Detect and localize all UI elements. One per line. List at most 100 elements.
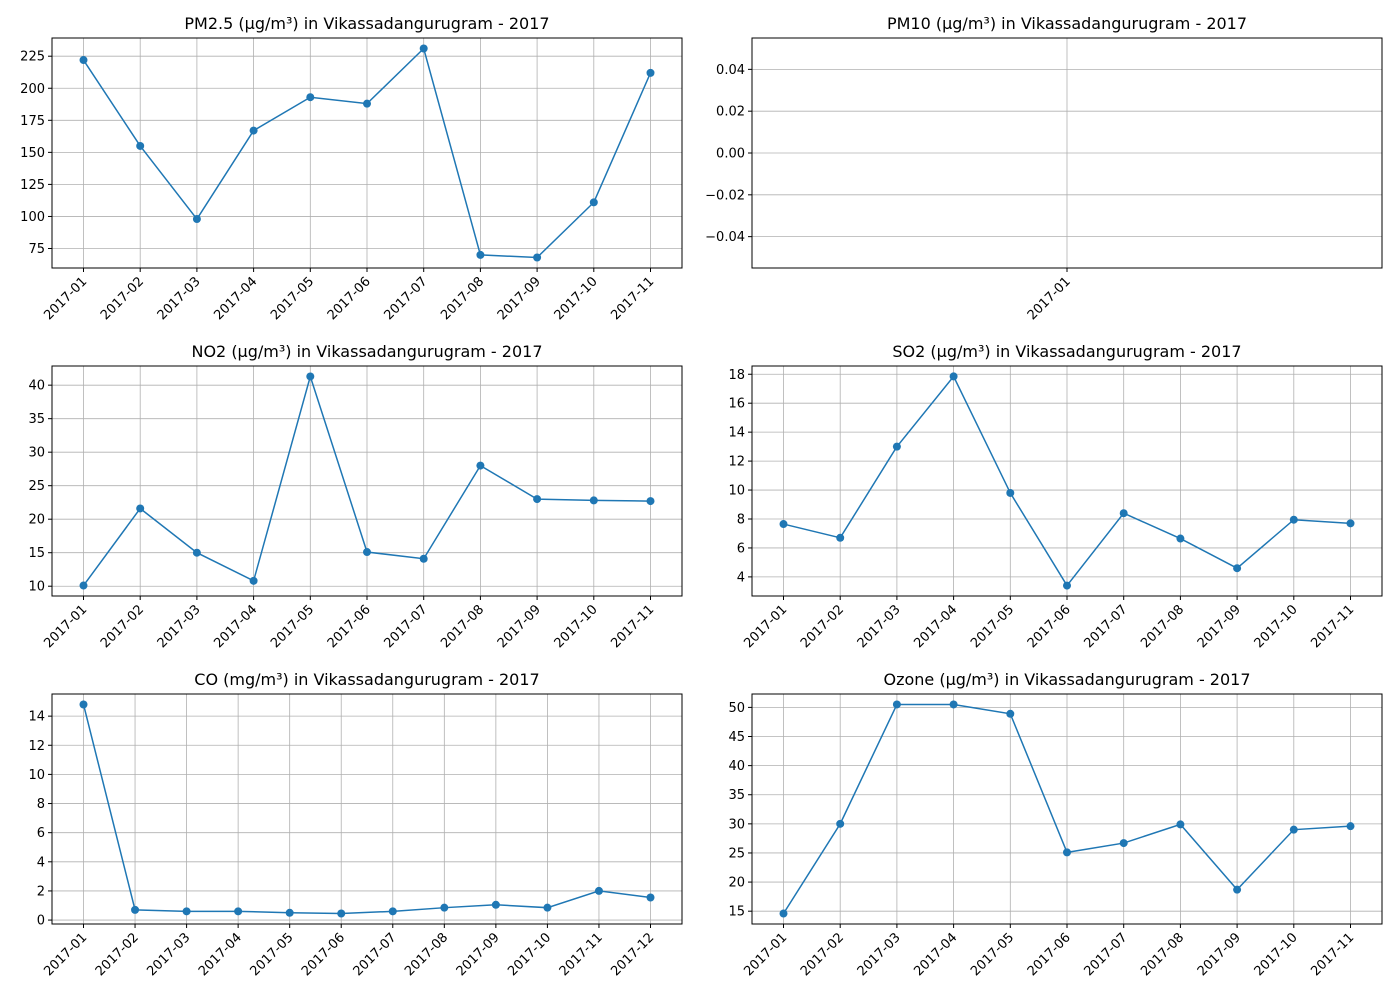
data-point: [1006, 709, 1015, 718]
data-point: [182, 907, 191, 916]
y-tick-label: 6: [37, 826, 45, 841]
y-tick-label: 8: [737, 512, 745, 527]
data-point: [1233, 885, 1242, 894]
data-point: [388, 907, 397, 916]
y-tick-label: 4: [37, 855, 45, 870]
data-point: [79, 56, 88, 65]
x-tick-label: 2017-10: [505, 930, 554, 979]
data-point: [949, 700, 958, 709]
x-tick-label: 2017-08: [438, 602, 487, 651]
y-tick-label: 35: [728, 788, 745, 803]
subplot-title: PM10 (µg/m³) in Vikassadangurugram - 201…: [887, 14, 1247, 33]
y-tick-label: 15: [728, 905, 745, 920]
subplot-title: NO2 (µg/m³) in Vikassadangurugram - 2017: [191, 342, 542, 361]
x-tick-label: 2017-01: [41, 274, 90, 323]
y-tick-label: 30: [728, 817, 745, 832]
x-tick-label: 2017-03: [855, 930, 904, 979]
x-tick-label: 2017-02: [93, 930, 142, 979]
data-point: [646, 497, 655, 506]
x-tick-label: 2017-11: [1308, 602, 1357, 651]
x-tick-label: 2017-03: [155, 602, 204, 651]
x-tick-label: 2017-02: [798, 602, 847, 651]
data-point: [306, 372, 315, 381]
data-point: [192, 548, 201, 557]
x-tick-label: 2017-04: [211, 602, 260, 651]
data-point: [646, 893, 655, 902]
data-point: [79, 700, 88, 709]
x-tick-label: 2017-02: [798, 930, 847, 979]
y-tick-label: 25: [728, 846, 745, 861]
axes-frame: [751, 37, 1383, 269]
data-point: [1176, 820, 1185, 829]
data-point: [419, 554, 428, 563]
data-point: [234, 907, 243, 916]
y-tick-label: 16: [728, 397, 745, 412]
data-point: [1119, 509, 1128, 518]
axes-frame: [51, 365, 683, 597]
data-point: [779, 909, 788, 918]
x-tick-label: 2017-05: [968, 602, 1017, 651]
data-point: [419, 44, 428, 53]
x-tick-label: 2017-07: [1082, 930, 1131, 979]
data-point: [1176, 534, 1185, 543]
x-tick-label: 2017-07: [382, 602, 431, 651]
data-point: [337, 909, 346, 918]
x-tick-label: 2017-06: [1025, 930, 1074, 979]
y-tick-label: 0.00: [716, 147, 745, 162]
data-point: [892, 442, 901, 451]
x-tick-label: 2017-09: [454, 930, 503, 979]
y-tick-label: 200: [20, 82, 45, 97]
y-tick-label: 18: [728, 368, 745, 383]
y-tick-label: 20: [728, 876, 745, 891]
x-tick-label: 2017-01: [741, 930, 790, 979]
y-tick-label: −0.04: [705, 230, 745, 245]
data-point: [836, 819, 845, 828]
subplot-title: CO (mg/m³) in Vikassadangurugram - 2017: [194, 670, 539, 689]
x-tick-label: 2017-10: [1252, 930, 1301, 979]
y-tick-label: 0.02: [716, 105, 745, 120]
axes-frame: [751, 693, 1383, 925]
data-point: [1006, 488, 1015, 497]
y-tick-label: 15: [28, 546, 45, 561]
subplot-title: PM2.5 (µg/m³) in Vikassadangurugram - 20…: [184, 14, 549, 33]
y-tick-label: 35: [28, 412, 45, 427]
x-tick-label: 2017-04: [211, 274, 260, 323]
x-tick-label: 2017-04: [911, 602, 960, 651]
data-point: [136, 141, 145, 150]
x-tick-label: 2017-03: [144, 930, 193, 979]
x-tick-label: 2017-04: [911, 930, 960, 979]
data-point: [589, 198, 598, 207]
y-tick-label: 12: [728, 455, 745, 470]
x-tick-label: 2017-05: [968, 930, 1017, 979]
data-point: [363, 548, 371, 557]
x-tick-label: 2017-06: [325, 602, 374, 651]
data-point: [543, 903, 552, 912]
x-tick-label: 2017-02: [98, 274, 147, 323]
x-tick-label: 2017-03: [855, 602, 904, 651]
data-point: [779, 520, 788, 529]
x-tick-label: 2017-08: [1138, 930, 1187, 979]
x-tick-label: 2017-12: [608, 930, 657, 979]
y-tick-label: 8: [37, 797, 45, 812]
y-tick-label: 0.04: [716, 63, 745, 78]
x-tick-label: 2017-09: [1195, 930, 1244, 979]
y-tick-label: 150: [20, 146, 45, 161]
data-point: [249, 576, 258, 585]
data-point: [1346, 519, 1355, 528]
axes-frame: [51, 693, 683, 925]
data-point: [249, 126, 258, 135]
x-tick-label: 2017-05: [247, 930, 296, 979]
x-tick-label: 2017-10: [552, 602, 601, 651]
y-tick-label: 40: [728, 759, 745, 774]
y-tick-label: 225: [20, 50, 45, 65]
y-tick-label: 10: [728, 484, 745, 499]
data-point: [594, 886, 603, 895]
subplot-title: SO2 (µg/m³) in Vikassadangurugram - 2017: [892, 342, 1241, 361]
data-point: [136, 504, 145, 513]
y-tick-label: 50: [728, 701, 745, 716]
data-point: [1063, 848, 1071, 857]
y-tick-label: 0: [37, 914, 45, 929]
